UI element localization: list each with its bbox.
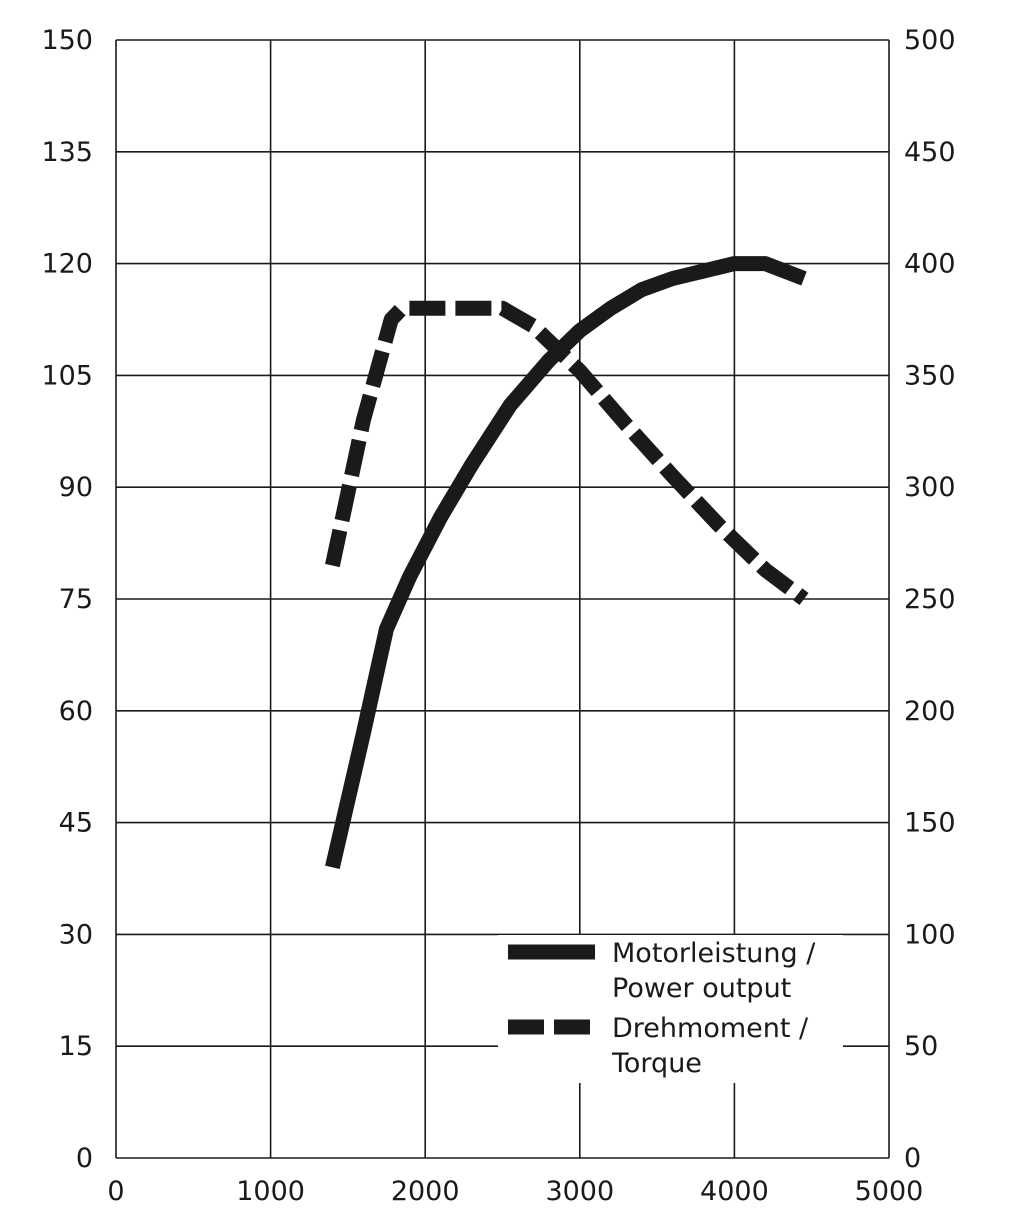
legend: Motorleistung / Power output Drehmoment / T…	[498, 935, 843, 1083]
right-y-tick-label: 200	[904, 696, 956, 727]
right-y-tick-label: 50	[904, 1031, 938, 1062]
right-axis-tick-labels: 0 50 100 150 200 250 300 350 400 450 500	[904, 25, 956, 1174]
x-tick-label: 0	[107, 1176, 124, 1207]
left-y-tick-label: 30	[59, 919, 93, 950]
right-y-tick-label: 300	[904, 472, 956, 503]
legend-label-line1: Motorleistung /	[612, 938, 816, 969]
right-y-tick-label: 0	[904, 1143, 921, 1174]
legend-label-line2: Torque	[611, 1048, 702, 1079]
left-y-tick-label: 120	[41, 249, 93, 280]
left-y-tick-label: 90	[59, 472, 93, 503]
x-tick-label: 3000	[545, 1176, 614, 1207]
right-y-tick-label: 500	[904, 25, 956, 56]
right-y-tick-label: 150	[904, 808, 956, 839]
legend-label-line1: Drehmoment /	[612, 1013, 809, 1044]
power-output-line	[325, 256, 807, 869]
left-y-tick-label: 135	[41, 137, 93, 168]
x-axis-tick-labels: 0 1000 2000 3000 4000 5000	[107, 1176, 923, 1207]
left-y-tick-label: 60	[59, 696, 93, 727]
x-tick-label: 4000	[700, 1176, 769, 1207]
left-y-tick-label: 15	[59, 1031, 93, 1062]
left-y-tick-label: 150	[41, 25, 93, 56]
torque-line	[325, 300, 809, 605]
left-y-tick-label: 75	[59, 584, 93, 615]
right-y-tick-label: 250	[904, 584, 956, 615]
grid-lines	[115, 39, 890, 1159]
legend-box	[498, 935, 843, 1083]
left-y-tick-label: 45	[59, 808, 93, 839]
x-tick-label: 2000	[391, 1176, 460, 1207]
x-tick-label: 5000	[855, 1176, 924, 1207]
x-tick-label: 1000	[236, 1176, 305, 1207]
legend-label-line2: Power output	[612, 973, 791, 1004]
left-y-tick-label: 0	[76, 1143, 93, 1174]
right-y-tick-label: 400	[904, 249, 956, 280]
right-y-tick-label: 450	[904, 137, 956, 168]
data-series	[325, 256, 809, 869]
right-y-tick-label: 350	[904, 360, 956, 391]
left-axis-tick-labels: 0 15 30 45 60 75 90 105 120 135 150	[41, 25, 93, 1174]
left-y-tick-label: 105	[41, 360, 93, 391]
right-y-tick-label: 100	[904, 919, 956, 950]
